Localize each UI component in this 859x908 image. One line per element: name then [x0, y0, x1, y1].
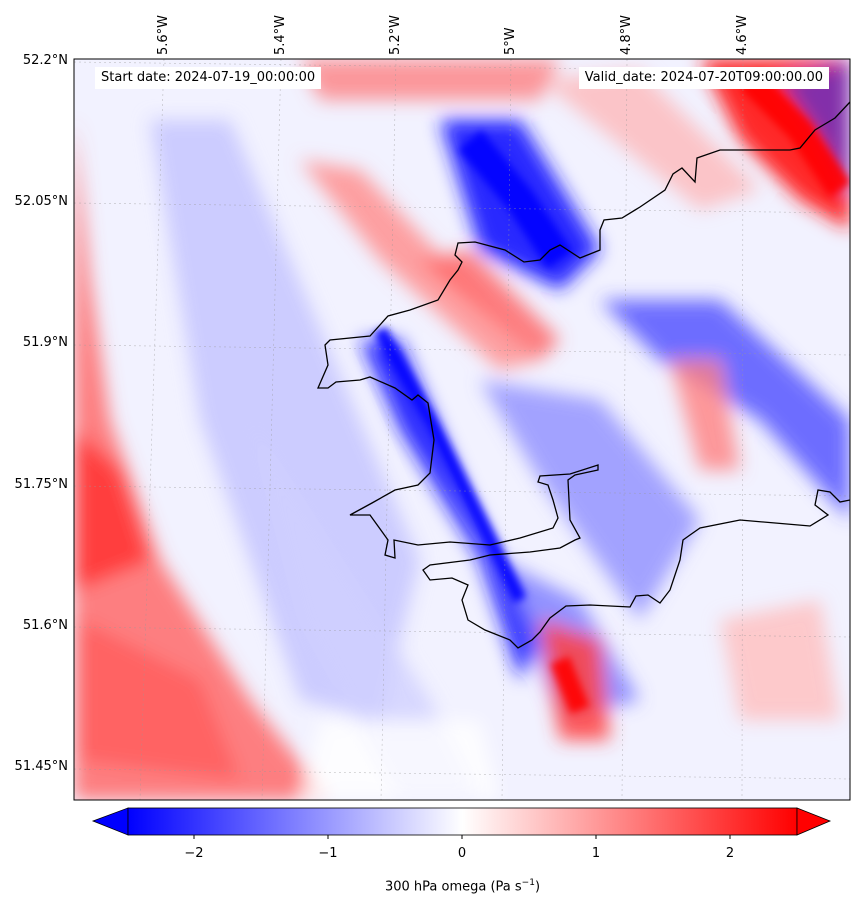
coastline	[317, 101, 850, 649]
colorbar-tick-label: 2	[725, 846, 735, 861]
colorbar-tick-label: −1	[318, 846, 338, 861]
start-date-label: Start date: 2024-07-19_00:00:00	[95, 67, 322, 89]
valid-date-label: Valid_date: 2024-07-20T09:00:00.00	[578, 67, 829, 89]
lon-tick-label: 4.6°W	[735, 14, 750, 55]
colorbar	[91, 807, 832, 839]
colorbar-extend-left	[91, 807, 129, 836]
lat-tick-label: 51.45°N	[14, 759, 68, 774]
colorbar-tick-label: 0	[457, 846, 467, 861]
colorbar-title: 300 hPa omega (Pa s−1)	[384, 878, 541, 895]
lat-tick-label: 51.9°N	[22, 335, 68, 350]
colorbar-tick-label: −2	[184, 846, 204, 861]
lon-tick-label: 4.8°W	[619, 14, 634, 55]
lon-tick-label: 5.4°W	[273, 14, 288, 55]
colorbar-tick-label: 1	[591, 846, 601, 861]
colorbar-extend-right	[796, 807, 832, 836]
lat-tick-label: 51.6°N	[22, 618, 68, 633]
lon-tick-label: 5°W	[503, 27, 518, 55]
lat-tick-label: 51.75°N	[14, 477, 68, 492]
lat-tick-label: 52.05°N	[14, 194, 68, 209]
omega-field	[74, 59, 850, 800]
lon-tick-label: 5.2°W	[388, 14, 403, 55]
colorbar-gradient	[127, 807, 798, 836]
lat-tick-label: 52.2°N	[22, 53, 68, 68]
lon-tick-label: 5.6°W	[156, 14, 171, 55]
